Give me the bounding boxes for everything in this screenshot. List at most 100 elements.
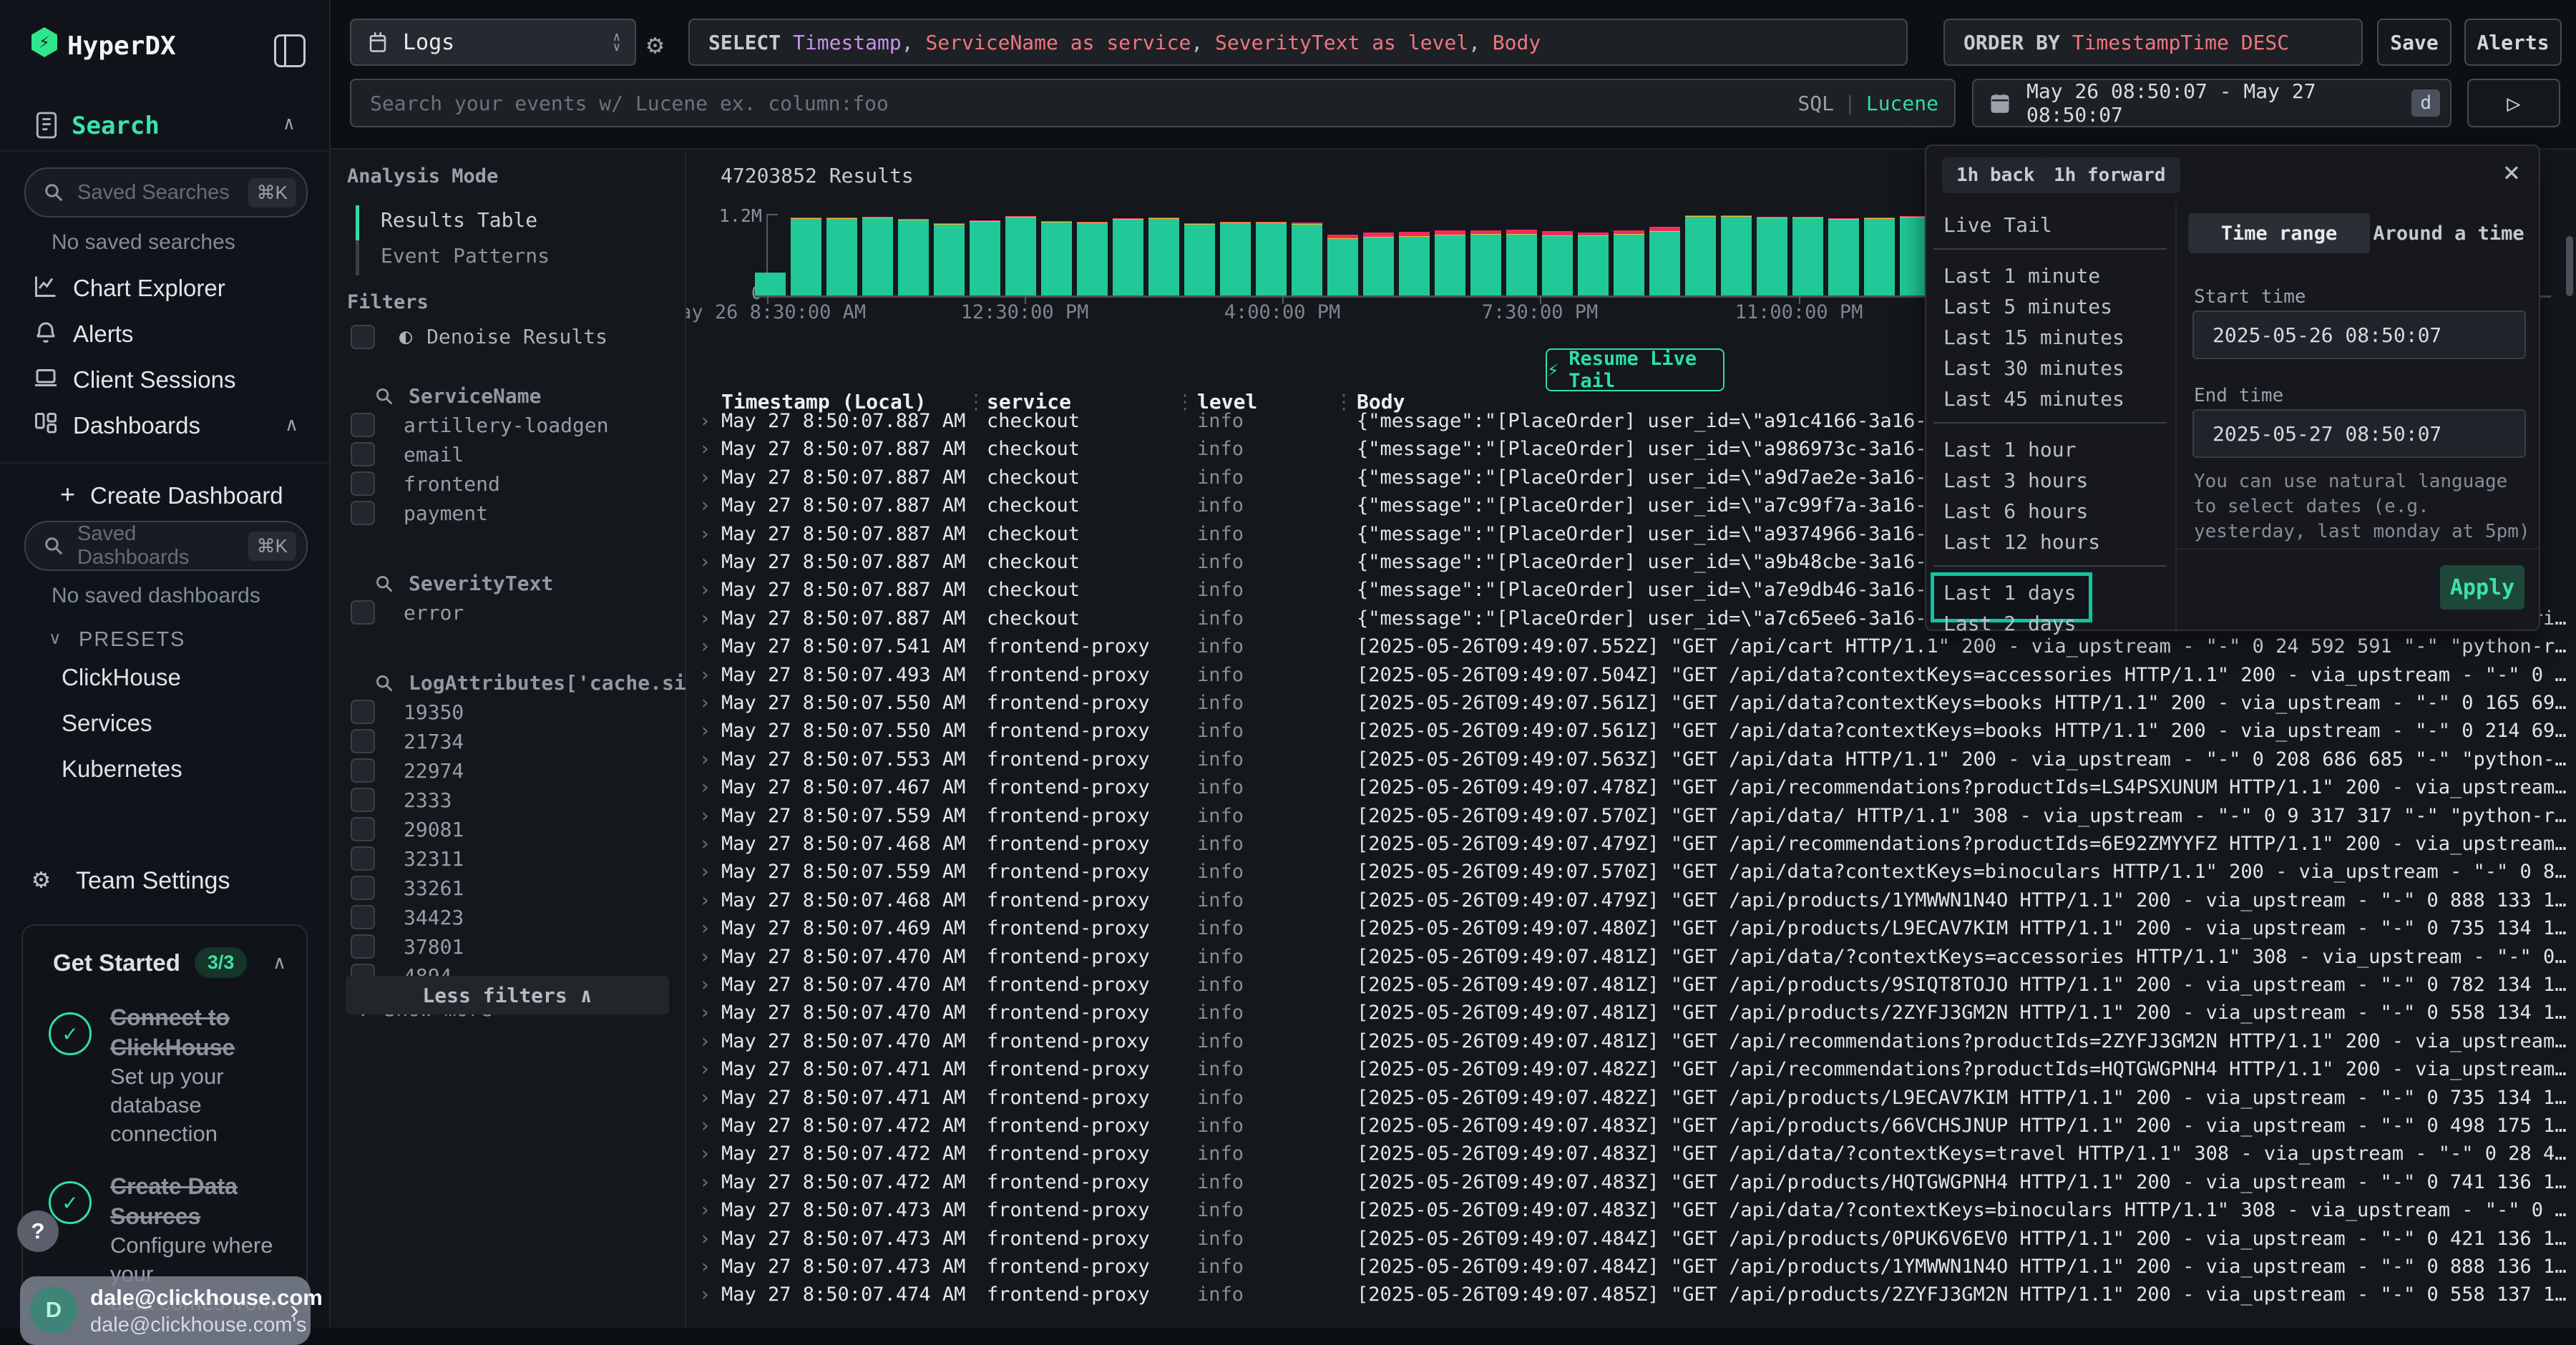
histogram-bar[interactable]	[970, 220, 1000, 295]
histogram-bar[interactable]	[826, 217, 857, 295]
table-row[interactable]: › May 27 8:50:07.472 AM frontend-proxy info…	[686, 1143, 2576, 1171]
histogram-bar[interactable]	[1542, 231, 1573, 295]
facet-value[interactable]: 37801	[351, 934, 464, 959]
sidebar-item-client-sessions[interactable]: Client Sessions	[0, 358, 329, 402]
histogram-bar[interactable]	[1005, 216, 1036, 295]
scrollbar-thumb[interactable]	[2566, 236, 2573, 296]
histogram-bar[interactable]	[1363, 233, 1394, 295]
language-toggle-lucene[interactable]: Lucene	[1865, 91, 1938, 115]
table-row[interactable]: › May 27 8:50:07.470 AM frontend-proxy info…	[686, 974, 2576, 1002]
table-row[interactable]: › May 27 8:50:07.468 AM frontend-proxy info…	[686, 889, 2576, 918]
table-row[interactable]: › May 27 8:50:07.887 AM checkout info {"mess…	[686, 466, 2576, 495]
checkbox[interactable]	[351, 788, 375, 812]
facet-search[interactable]: LogAttributes['cache.size']	[374, 671, 734, 695]
saved-searches-input[interactable]: Saved Searches ⌘K	[24, 167, 308, 217]
histogram-bar[interactable]	[1184, 223, 1215, 295]
histogram-bar[interactable]	[1256, 222, 1287, 295]
quick-range-item[interactable]: Last 12 hours	[1943, 530, 2101, 554]
column-resize-handle[interactable]: ⋮	[1175, 390, 1195, 414]
facet-value[interactable]: email	[351, 442, 464, 466]
sidebar-collapse-icon[interactable]	[274, 34, 306, 67]
facet-value[interactable]: 19350	[351, 700, 464, 724]
histogram-bar[interactable]	[1399, 232, 1430, 295]
histogram-bar[interactable]	[1721, 215, 1752, 295]
col-body[interactable]: Body	[1357, 390, 1405, 414]
table-row[interactable]: › May 27 8:50:07.887 AM checkout info {"mess…	[686, 494, 2576, 523]
saved-dashboards-input[interactable]: Saved Dashboards ⌘K	[24, 521, 308, 571]
col-level[interactable]: level	[1197, 390, 1258, 414]
checkbox[interactable]	[351, 442, 375, 466]
preset-services[interactable]: Services	[62, 710, 152, 736]
mode-event-patterns[interactable]: Event Patterns	[381, 244, 550, 268]
table-row[interactable]: › May 27 8:50:07.493 AM frontend-proxy info…	[686, 664, 2576, 693]
histogram-bar[interactable]	[1220, 222, 1251, 295]
histogram-bar[interactable]	[1578, 233, 1609, 295]
histogram-bar[interactable]	[1077, 222, 1108, 295]
checkbox[interactable]	[351, 817, 375, 841]
table-row[interactable]: › May 27 8:50:07.467 AM frontend-proxy info…	[686, 776, 2576, 805]
histogram-bar[interactable]	[755, 273, 786, 295]
tab-around-a-time[interactable]: Around a time	[2373, 222, 2524, 245]
table-row[interactable]: › May 27 8:50:07.887 AM checkout info {"mess…	[686, 579, 2576, 607]
column-resize-handle[interactable]: ⋮	[966, 390, 986, 414]
histogram-bars[interactable]	[755, 213, 1931, 295]
facet-search[interactable]: SeverityText	[374, 572, 553, 595]
histogram-bar[interactable]	[1649, 227, 1680, 295]
facet-value[interactable]: frontend	[351, 471, 500, 496]
help-button[interactable]: ?	[17, 1210, 59, 1252]
histogram-bar[interactable]	[1828, 218, 1859, 295]
table-row[interactable]: › May 27 8:50:07.550 AM frontend-proxy info…	[686, 692, 2576, 720]
save-button[interactable]: Save	[2377, 19, 2451, 66]
quick-range-item[interactable]: Last 30 minutes	[1943, 356, 2124, 380]
resume-live-tail-button[interactable]: ⚡ Resume Live Tail	[1546, 348, 1724, 392]
shift-1h-forward-button[interactable]: 1h forward	[2039, 157, 2180, 193]
sidebar-item-alerts[interactable]: Alerts	[0, 312, 329, 356]
histogram-bar[interactable]	[1327, 235, 1358, 295]
histogram-bar[interactable]	[1757, 217, 1787, 295]
quick-range-item[interactable]: Last 1 hour	[1943, 438, 2077, 461]
histogram-bar[interactable]	[1864, 217, 1895, 295]
checkbox[interactable]	[351, 876, 375, 900]
denoise-results-toggle[interactable]: ◐ Denoise Results	[351, 324, 608, 349]
sidebar-item-dashboards[interactable]: Dashboards ∧	[0, 404, 329, 448]
checkbox[interactable]	[351, 846, 375, 871]
alerts-button[interactable]: Alerts	[2464, 19, 2562, 66]
checkbox[interactable]	[351, 501, 375, 525]
table-row[interactable]: › May 27 8:50:07.470 AM frontend-proxy info…	[686, 1002, 2576, 1030]
chevron-up-icon[interactable]: ∧	[272, 952, 286, 973]
checkbox[interactable]	[351, 905, 375, 929]
checkbox[interactable]	[351, 729, 375, 753]
mode-results-table[interactable]: Results Table	[381, 208, 538, 232]
table-row[interactable]: › May 27 8:50:07.470 AM frontend-proxy info…	[686, 946, 2576, 974]
facet-value[interactable]: 21734	[351, 729, 464, 753]
table-row[interactable]: › May 27 8:50:07.474 AM frontend-proxy info…	[686, 1283, 2576, 1312]
table-row[interactable]: › May 27 8:50:07.550 AM frontend-proxy info…	[686, 720, 2576, 748]
table-row[interactable]: › May 27 8:50:07.887 AM checkout info {"mess…	[686, 551, 2576, 579]
histogram-bar[interactable]	[1148, 217, 1179, 295]
event-search-input[interactable]: Search your events w/ Lucene ex. column:…	[350, 79, 1956, 127]
table-row[interactable]: › May 27 8:50:07.471 AM frontend-proxy info…	[686, 1087, 2576, 1115]
histogram-bar[interactable]	[1041, 221, 1072, 295]
facet-value[interactable]: 34423	[351, 905, 464, 929]
facet-value[interactable]: artillery-loadgen	[351, 413, 609, 437]
quick-range-item[interactable]: Last 5 minutes	[1943, 295, 2113, 318]
table-row[interactable]: › May 27 8:50:07.559 AM frontend-proxy info…	[686, 861, 2576, 889]
preset-clickhouse[interactable]: ClickHouse	[62, 664, 181, 690]
histogram-bar[interactable]	[898, 219, 929, 295]
facet-value[interactable]: 29081	[351, 817, 464, 841]
quick-range-item[interactable]: Last 1 minute	[1943, 264, 2101, 288]
quick-range-item[interactable]: Last 15 minutes	[1943, 326, 2124, 349]
histogram-bar[interactable]	[791, 217, 821, 295]
histogram-bar[interactable]	[1792, 217, 1823, 295]
tab-time-range[interactable]: Time range	[2188, 213, 2370, 253]
histogram-bar[interactable]	[1435, 230, 1465, 295]
orderby-input[interactable]: ORDER BY TimestampTime DESC	[1943, 19, 2363, 66]
table-row[interactable]: › May 27 8:50:07.473 AM frontend-proxy info…	[686, 1256, 2576, 1284]
end-time-input[interactable]: 2025-05-27 08:50:07	[2192, 409, 2526, 458]
facet-value[interactable]: 33261	[351, 876, 464, 900]
checkbox[interactable]	[351, 471, 375, 496]
quick-range-item[interactable]: Last 45 minutes	[1943, 387, 2124, 411]
facet-value[interactable]: 2333	[351, 788, 452, 812]
table-row[interactable]: › May 27 8:50:07.887 AM checkout info {"mess…	[686, 607, 2576, 636]
facet-value[interactable]: payment	[351, 501, 488, 525]
